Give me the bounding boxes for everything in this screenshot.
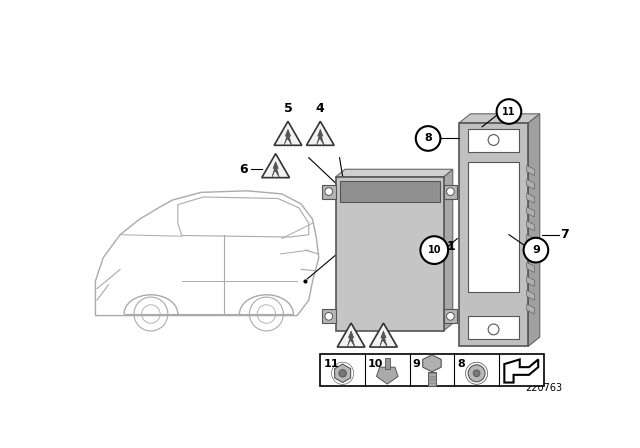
Text: 11: 11	[323, 359, 339, 369]
FancyBboxPatch shape	[444, 185, 458, 198]
FancyBboxPatch shape	[322, 310, 336, 323]
Polygon shape	[337, 323, 365, 347]
Polygon shape	[376, 367, 398, 384]
FancyBboxPatch shape	[322, 185, 336, 198]
Polygon shape	[444, 169, 452, 331]
Circle shape	[339, 370, 346, 377]
Polygon shape	[527, 221, 534, 231]
Circle shape	[325, 313, 333, 320]
FancyBboxPatch shape	[340, 181, 440, 202]
Polygon shape	[527, 165, 534, 176]
Text: 6: 6	[239, 163, 248, 176]
FancyBboxPatch shape	[468, 315, 519, 339]
FancyBboxPatch shape	[320, 354, 543, 386]
Text: 10: 10	[428, 245, 441, 255]
Circle shape	[325, 188, 333, 195]
Polygon shape	[528, 114, 540, 346]
Polygon shape	[380, 331, 387, 347]
Text: 8: 8	[458, 359, 465, 369]
Polygon shape	[284, 129, 292, 146]
Text: 10: 10	[368, 359, 383, 369]
FancyBboxPatch shape	[468, 129, 519, 152]
Circle shape	[524, 238, 548, 263]
Polygon shape	[527, 263, 534, 272]
Text: 2: 2	[379, 358, 388, 371]
Text: 5: 5	[284, 102, 292, 115]
Circle shape	[488, 324, 499, 335]
Circle shape	[447, 188, 454, 195]
Polygon shape	[274, 121, 302, 145]
Text: 220763: 220763	[525, 383, 563, 392]
Text: 9: 9	[413, 359, 420, 369]
Polygon shape	[336, 169, 452, 177]
Polygon shape	[527, 304, 534, 314]
Circle shape	[420, 236, 448, 264]
Text: 11: 11	[502, 107, 516, 116]
Polygon shape	[459, 114, 540, 123]
FancyBboxPatch shape	[444, 310, 458, 323]
Polygon shape	[262, 154, 289, 178]
Text: 1: 1	[447, 240, 455, 253]
FancyBboxPatch shape	[459, 123, 528, 346]
Text: 8: 8	[424, 134, 432, 143]
Polygon shape	[369, 323, 397, 347]
Circle shape	[497, 99, 521, 124]
FancyBboxPatch shape	[336, 177, 444, 331]
Circle shape	[473, 370, 480, 377]
Polygon shape	[527, 235, 534, 245]
Polygon shape	[527, 193, 534, 203]
FancyBboxPatch shape	[468, 162, 519, 293]
Circle shape	[447, 313, 454, 320]
Polygon shape	[272, 161, 280, 178]
Text: 3: 3	[347, 358, 355, 371]
Text: 9: 9	[532, 245, 540, 255]
Polygon shape	[527, 276, 534, 286]
Polygon shape	[307, 121, 334, 145]
Polygon shape	[527, 249, 534, 258]
Polygon shape	[348, 331, 355, 347]
Polygon shape	[422, 355, 441, 372]
Polygon shape	[527, 290, 534, 300]
FancyBboxPatch shape	[428, 372, 436, 386]
Polygon shape	[316, 129, 324, 146]
Polygon shape	[527, 179, 534, 189]
Polygon shape	[527, 207, 534, 217]
Text: 4: 4	[316, 102, 324, 115]
Text: 7: 7	[561, 228, 570, 241]
Circle shape	[416, 126, 440, 151]
Circle shape	[468, 365, 485, 382]
Polygon shape	[335, 364, 351, 383]
FancyBboxPatch shape	[385, 358, 390, 369]
Circle shape	[488, 134, 499, 146]
